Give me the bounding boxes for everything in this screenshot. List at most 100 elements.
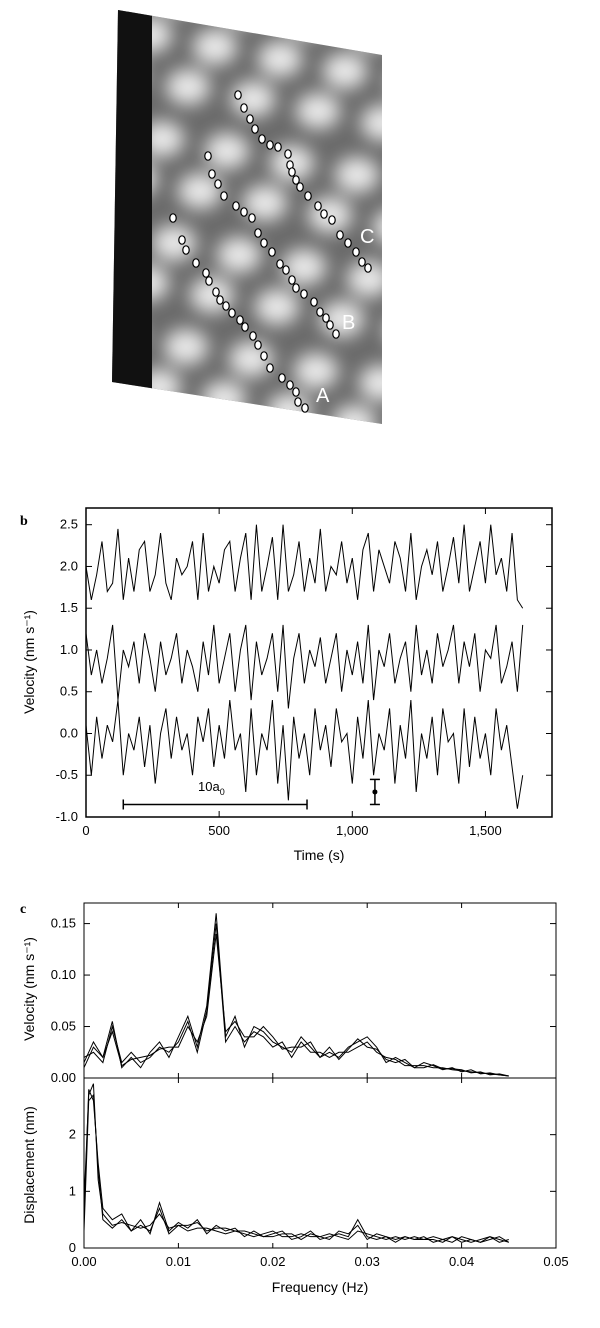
stm-blob (205, 133, 249, 169)
y-tick-label-c-displacement: 2 (69, 1127, 76, 1142)
panel-c-letter: c (20, 902, 26, 917)
track-point-c (234, 90, 242, 100)
x-tick-label-b: 500 (208, 823, 230, 838)
track-point-b (220, 191, 228, 201)
track-point-b (276, 259, 284, 269)
stm-blob (462, 429, 506, 465)
track-points (169, 90, 372, 413)
y-tick-label-b: 1.5 (60, 600, 78, 615)
track-point-b (332, 329, 340, 339)
track-point-a (292, 387, 300, 397)
stm-blob (347, 261, 382, 297)
track-point-a (205, 276, 213, 286)
x-tick-label-c: 0.05 (543, 1254, 568, 1269)
track-label-c: C (360, 226, 374, 248)
stm-blob (296, 93, 340, 129)
scale-bar-label: 10a0 (198, 779, 225, 797)
y-tick-label-b: 2.5 (60, 517, 78, 532)
track-point-b (316, 307, 324, 317)
stm-blob (332, 405, 376, 424)
track-point-b (292, 283, 300, 293)
series-line-c-velocity-2 (83, 923, 509, 1077)
track-point-a (182, 245, 190, 255)
track-point-b (322, 313, 330, 323)
x-tick-label-b: 1,500 (469, 823, 502, 838)
track-point-a (294, 397, 302, 407)
stm-blob (63, 5, 107, 41)
track-point-b (214, 179, 222, 189)
stm-blob (359, 365, 382, 401)
track-point-b (310, 297, 318, 307)
x-tick-label-b: 1,000 (336, 823, 369, 838)
stm-blob (241, 445, 285, 481)
stm-blob (155, 10, 199, 13)
stm-blob (335, 157, 379, 193)
track-point-c (246, 114, 254, 124)
track-point-a (192, 258, 200, 268)
track-point-c (292, 175, 300, 185)
y-axis-label-c-velocity: Velocity (nm s⁻¹) (21, 937, 37, 1041)
panel-a: a C B A (63, 0, 506, 505)
stm-blob (308, 197, 352, 233)
track-point-a (278, 373, 286, 383)
stm-blob (193, 29, 237, 65)
stm-blob (258, 41, 302, 77)
error-bar-point (372, 789, 378, 795)
track-point-a (266, 363, 274, 373)
stm-blob (323, 53, 367, 89)
track-point-c (314, 201, 322, 211)
plot-frame-b (85, 507, 553, 818)
stm-blob (112, 421, 155, 424)
y-tick-label-b: 0.0 (60, 725, 78, 740)
series-line-c-displacement-2 (83, 1083, 509, 1243)
y-axis-label-c-displacement: Displacement (nm) (21, 1106, 37, 1223)
track-point-c (364, 263, 372, 273)
series-line-c-velocity-1 (83, 913, 509, 1077)
series-lines-c (83, 913, 510, 1243)
stm-blob (166, 69, 210, 105)
stm-blob (438, 221, 482, 257)
track-point-c (344, 238, 352, 248)
x-tick-label-c: 0.03 (355, 1254, 380, 1269)
track-point-a (178, 235, 186, 245)
track-point-a (249, 331, 257, 341)
track-point-a (241, 322, 249, 332)
track-point-a (286, 380, 294, 390)
track-point-c (296, 182, 304, 192)
y-tick-label-c-velocity: 0.15 (51, 916, 76, 931)
stm-blob (255, 289, 299, 325)
stm-blob (285, 10, 329, 37)
stm-blob (112, 109, 119, 145)
stm-blob (361, 105, 382, 141)
track-point-c (358, 257, 366, 267)
track-point-b (288, 275, 296, 285)
track-point-c (304, 191, 312, 201)
track-point-c (320, 209, 328, 219)
series-line-c-velocity-3 (83, 933, 509, 1077)
stm-blob (229, 341, 273, 377)
track-point-c (266, 140, 274, 150)
y-tick-label-c-velocity: 0.10 (51, 967, 76, 982)
y-tick-label-b: 2.0 (60, 558, 78, 573)
track-point-c (336, 230, 344, 240)
x-tick-label-c: 0.02 (260, 1254, 285, 1269)
series-line-b-3 (85, 700, 524, 809)
stm-blob (385, 313, 429, 349)
x-tick-label-b: 0 (82, 823, 89, 838)
y-tick-label-c-velocity: 0.05 (51, 1019, 76, 1034)
y-tick-label-c-displacement: 1 (69, 1183, 76, 1198)
y-tick-label-b: 1.0 (60, 642, 78, 657)
y-tick-label-b: 0.5 (60, 684, 78, 699)
x-tick-label-c: 0.04 (449, 1254, 474, 1269)
track-point-a (254, 340, 262, 350)
series-line-c-displacement-1 (83, 1089, 509, 1243)
stm-blob (90, 0, 134, 1)
track-point-a (212, 287, 220, 297)
stm-blob (371, 469, 415, 505)
stm-blob (424, 377, 468, 413)
x-tick-label-c: 0.00 (71, 1254, 96, 1269)
track-point-b (300, 289, 308, 299)
track-point-c (352, 247, 360, 257)
plot-frame-c (83, 902, 557, 1249)
